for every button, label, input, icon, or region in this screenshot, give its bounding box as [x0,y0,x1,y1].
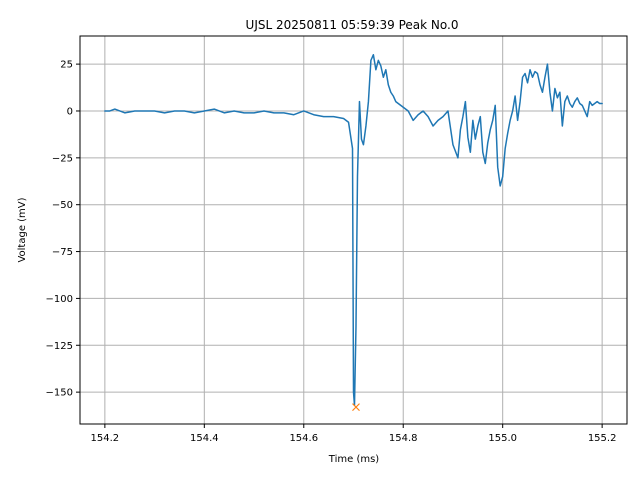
x-tick-label: 155.2 [588,433,617,444]
x-tick-label: 154.4 [190,433,219,444]
y-tick-label: −100 [46,294,73,305]
marker-layer [352,403,360,412]
x-tick-label: 154.2 [91,433,120,444]
x-axis-label: Time (ms) [328,454,380,465]
ticks: 154.2 154.4 154.6 154.8 155.0 155.2 25 0 −25 −50 −… [46,60,617,444]
y-tick-label: −150 [46,388,73,399]
y-tick-label: −25 [52,153,73,164]
peak-marker-stroke [352,403,360,412]
y-tick-label: 0 [67,106,73,117]
axes-frame [79,35,628,425]
y-tick-label: 25 [60,60,73,71]
y-tick-label: −125 [46,341,73,352]
series-layer [104,53,603,407]
x-tick-label: 155.0 [488,433,517,444]
x-tick-label: 154.6 [289,433,318,444]
y-tick-label: −50 [52,200,73,211]
y-tick-label: −75 [52,247,73,258]
x-tick-label: 154.8 [389,433,418,444]
y-axis-label: Voltage (mV) [17,197,28,262]
voltage-series-line [104,53,603,407]
peak-marker [352,403,360,412]
chart-title: UJSL 20250811 05:59:39 Peak No.0 [246,18,459,32]
